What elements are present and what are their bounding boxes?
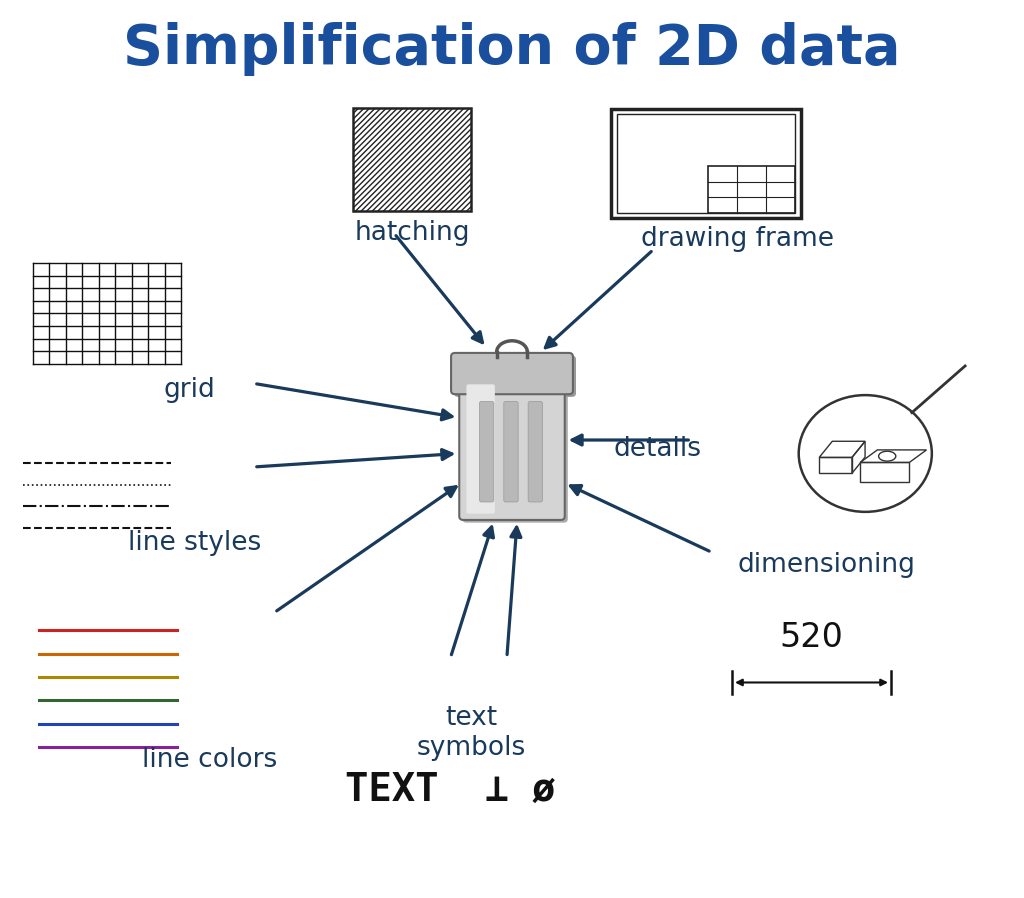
FancyBboxPatch shape [467, 384, 495, 514]
Bar [353, 108, 471, 211]
Text: dimensioning: dimensioning [737, 552, 915, 578]
Bar [617, 114, 795, 213]
Bar [860, 462, 909, 482]
FancyBboxPatch shape [451, 353, 573, 394]
Text: Simplification of 2D data: Simplification of 2D data [123, 22, 901, 76]
Text: drawing frame: drawing frame [641, 226, 834, 252]
FancyBboxPatch shape [528, 401, 543, 502]
FancyBboxPatch shape [455, 356, 575, 397]
Text: text
symbols: text symbols [417, 705, 525, 761]
Text: 520: 520 [779, 621, 844, 654]
Bar [819, 457, 852, 473]
FancyBboxPatch shape [504, 401, 518, 502]
Text: details: details [613, 436, 701, 462]
Text: line styles: line styles [128, 530, 261, 556]
Text: grid: grid [164, 377, 215, 403]
Bar [611, 109, 801, 218]
FancyBboxPatch shape [463, 381, 567, 523]
Bar [708, 166, 795, 213]
FancyBboxPatch shape [479, 401, 494, 502]
Text: line colors: line colors [142, 747, 278, 773]
Text: TEXT  ⊥ ø: TEXT ⊥ ø [345, 771, 556, 809]
Text: hatching: hatching [355, 220, 470, 246]
FancyBboxPatch shape [459, 378, 565, 520]
